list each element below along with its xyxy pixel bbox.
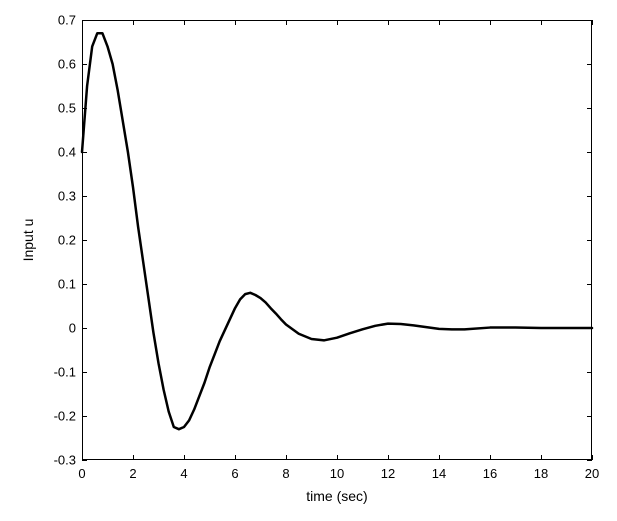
line-chart: 02468101214161820-0.3-0.2-0.100.10.20.30…: [0, 0, 617, 521]
series-line: [0, 0, 617, 521]
